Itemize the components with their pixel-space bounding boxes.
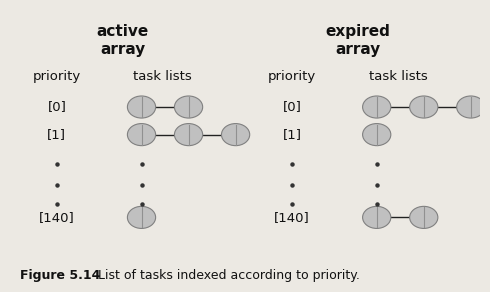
Ellipse shape [363, 124, 391, 146]
Text: List of tasks indexed according to priority.: List of tasks indexed according to prior… [86, 269, 360, 282]
Text: active
array: active array [97, 24, 149, 57]
Text: priority: priority [268, 70, 316, 83]
Ellipse shape [127, 206, 156, 228]
Ellipse shape [457, 96, 485, 118]
Text: [0]: [0] [283, 100, 301, 114]
Text: task lists: task lists [133, 70, 192, 83]
Text: expired
array: expired array [325, 24, 391, 57]
Text: [1]: [1] [283, 128, 301, 141]
Ellipse shape [174, 96, 203, 118]
Text: priority: priority [33, 70, 81, 83]
Ellipse shape [127, 96, 156, 118]
Ellipse shape [127, 124, 156, 146]
Ellipse shape [410, 96, 438, 118]
Text: task lists: task lists [368, 70, 427, 83]
Text: Figure 5.14: Figure 5.14 [20, 269, 100, 282]
Text: [0]: [0] [48, 100, 66, 114]
Ellipse shape [410, 206, 438, 228]
Text: [1]: [1] [48, 128, 66, 141]
Text: [140]: [140] [39, 211, 74, 224]
Ellipse shape [363, 96, 391, 118]
Ellipse shape [174, 124, 203, 146]
Ellipse shape [221, 124, 250, 146]
Text: [140]: [140] [274, 211, 310, 224]
Ellipse shape [363, 206, 391, 228]
